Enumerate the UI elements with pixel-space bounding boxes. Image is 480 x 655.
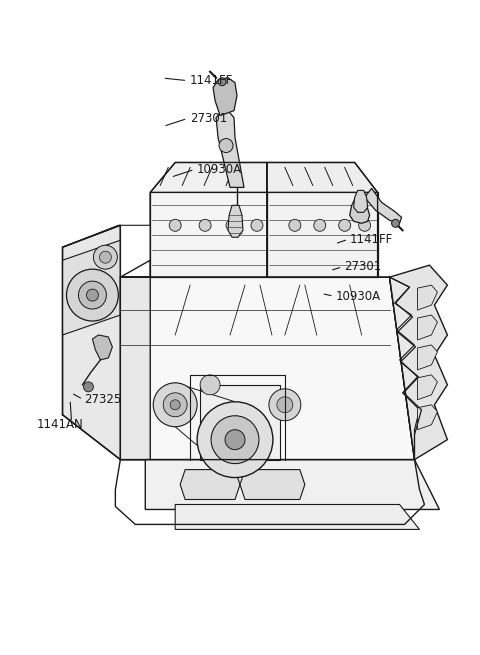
Circle shape xyxy=(78,281,107,309)
Polygon shape xyxy=(62,240,120,335)
Polygon shape xyxy=(180,470,240,500)
Circle shape xyxy=(153,383,197,426)
Polygon shape xyxy=(150,162,267,193)
Circle shape xyxy=(251,219,263,231)
Polygon shape xyxy=(200,385,280,460)
Text: 1141AN: 1141AN xyxy=(36,418,84,430)
Polygon shape xyxy=(418,315,437,340)
Polygon shape xyxy=(228,206,243,237)
Circle shape xyxy=(197,402,273,477)
Polygon shape xyxy=(418,405,437,430)
Circle shape xyxy=(99,252,111,263)
Polygon shape xyxy=(145,460,439,510)
Polygon shape xyxy=(390,277,420,460)
Circle shape xyxy=(86,289,98,301)
Circle shape xyxy=(211,416,259,464)
Circle shape xyxy=(94,245,117,269)
Circle shape xyxy=(84,382,94,392)
Text: 27301: 27301 xyxy=(344,260,382,273)
Text: 27301: 27301 xyxy=(190,112,227,125)
Circle shape xyxy=(199,219,211,231)
Text: 27325: 27325 xyxy=(84,393,122,406)
Circle shape xyxy=(163,393,187,417)
Polygon shape xyxy=(354,191,368,212)
Polygon shape xyxy=(418,285,437,310)
Polygon shape xyxy=(418,345,437,370)
Circle shape xyxy=(226,219,238,231)
Circle shape xyxy=(392,219,399,227)
Polygon shape xyxy=(240,470,305,500)
Polygon shape xyxy=(365,189,402,223)
Polygon shape xyxy=(175,504,420,529)
Circle shape xyxy=(289,219,301,231)
Polygon shape xyxy=(93,335,112,360)
Polygon shape xyxy=(213,78,237,116)
Text: 1141FF: 1141FF xyxy=(190,74,233,87)
Polygon shape xyxy=(216,111,244,187)
Circle shape xyxy=(200,375,220,395)
Text: 10930A: 10930A xyxy=(336,290,381,303)
Circle shape xyxy=(225,430,245,449)
Circle shape xyxy=(277,397,293,413)
Circle shape xyxy=(314,219,326,231)
Polygon shape xyxy=(120,277,415,460)
Text: 10930A: 10930A xyxy=(197,163,242,176)
Circle shape xyxy=(67,269,119,321)
Circle shape xyxy=(219,139,233,153)
Circle shape xyxy=(269,389,301,421)
Circle shape xyxy=(218,78,226,86)
Text: 1141FF: 1141FF xyxy=(350,233,393,246)
Polygon shape xyxy=(350,193,370,223)
Circle shape xyxy=(359,219,371,231)
Circle shape xyxy=(339,219,351,231)
Polygon shape xyxy=(62,225,150,460)
Circle shape xyxy=(170,400,180,410)
Polygon shape xyxy=(150,193,267,277)
Polygon shape xyxy=(390,265,447,460)
Circle shape xyxy=(169,219,181,231)
Polygon shape xyxy=(267,193,378,277)
Polygon shape xyxy=(267,162,378,193)
Polygon shape xyxy=(418,375,437,400)
